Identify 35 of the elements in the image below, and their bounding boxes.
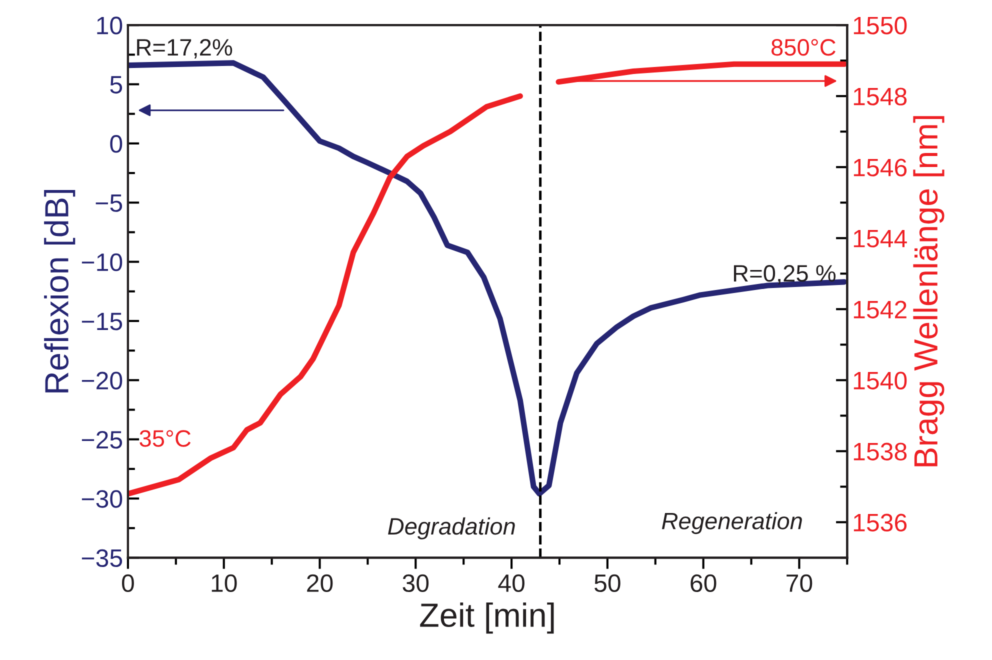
- x-tick-label: 10: [212, 574, 237, 592]
- y-tick-label: 5: [110, 76, 122, 94]
- y-tick-label: −30: [82, 490, 122, 508]
- y2-axis-title: Bragg Wellenlänge [nm]: [913, 116, 944, 466]
- y-tick-label: −35: [82, 549, 122, 568]
- x-tick-label: 20: [307, 574, 333, 592]
- y2-tick-label: 1540: [854, 372, 907, 390]
- annotation: 850°C: [772, 39, 836, 56]
- y-tick-label: −25: [82, 430, 122, 449]
- x-tick-label: 40: [498, 574, 524, 592]
- x-tick-label: 0: [122, 574, 134, 592]
- y2-tick-label: 1542: [854, 300, 906, 318]
- y2-tick-label: 1546: [854, 158, 907, 176]
- y2-tick-label: 1550: [854, 16, 907, 34]
- y2-tick-label: 1548: [854, 88, 907, 106]
- y2-tick-label: 1544: [854, 230, 907, 248]
- y2-tick-label: 1536: [854, 514, 907, 532]
- x-tick-label: 60: [690, 574, 716, 592]
- x-tick-label: 50: [594, 574, 620, 592]
- annotation: Degradation: [388, 517, 515, 540]
- annotation: 35°C: [140, 430, 191, 447]
- y-tick-label: 0: [110, 135, 122, 153]
- y-tick-label: −15: [82, 312, 122, 330]
- x-tick-label: 70: [786, 574, 812, 592]
- annotation: Regeneration: [662, 512, 802, 534]
- y2-tick-label: 1538: [854, 442, 907, 460]
- annotation: R=0,25 %: [734, 265, 836, 285]
- x-tick-label: 30: [402, 574, 429, 592]
- y-tick-label: 10: [97, 16, 122, 34]
- y-tick-label: −10: [82, 253, 122, 272]
- y-tick-label: −5: [96, 194, 122, 212]
- y-axis-title: Reflexion [dB]: [44, 190, 76, 392]
- x-axis-title: Zeit [min]: [420, 602, 554, 634]
- annotation: R=17,2%: [137, 39, 232, 59]
- y-tick-label: −20: [82, 372, 122, 390]
